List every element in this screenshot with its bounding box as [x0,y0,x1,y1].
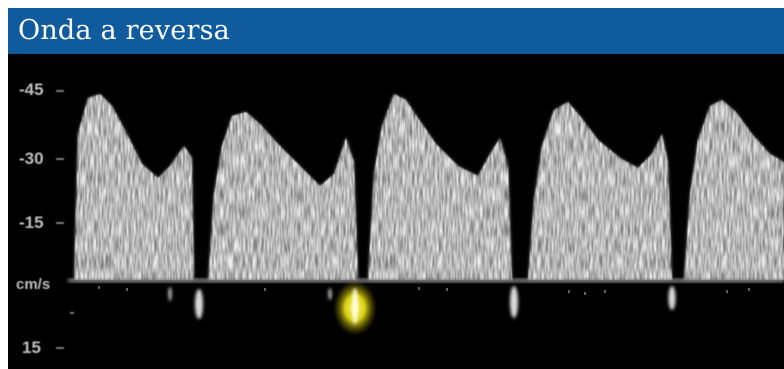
doppler-display: -45 -30 -15 cm/s 15 [8,54,784,369]
page-title: Onda a reversa [18,15,230,47]
spectral-waveform [8,54,784,369]
header-bar: Onda a reversa [8,8,784,54]
